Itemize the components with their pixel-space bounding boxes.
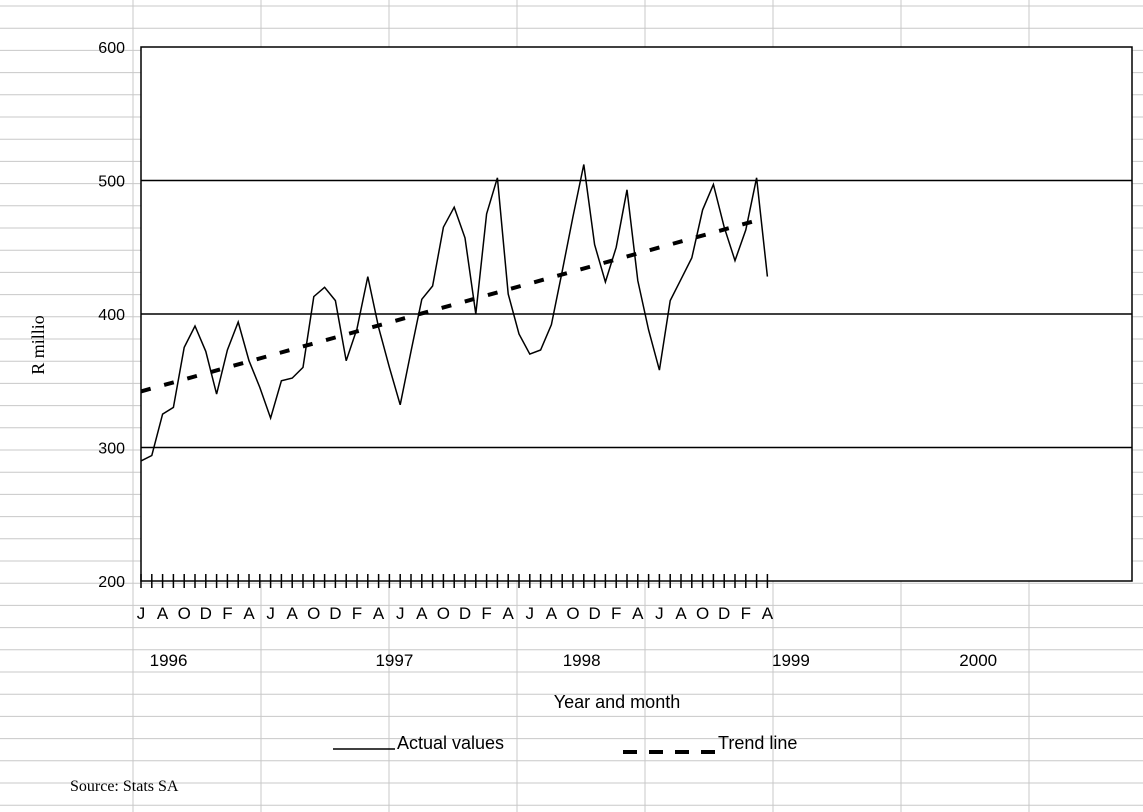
legend: Actual values Trend line [333, 733, 797, 754]
x-tick-label: O [696, 604, 709, 623]
x-tick-label: A [675, 604, 687, 623]
year-label: 1999 [772, 651, 810, 670]
y-tick-label: 500 [98, 174, 125, 191]
x-tick-label: J [526, 604, 535, 623]
year-label: 1996 [150, 651, 188, 670]
x-tick-label: O [307, 604, 320, 623]
x-tick-label: F [222, 604, 232, 623]
y-tick-label: 300 [98, 441, 125, 458]
source-note: Source: Stats SA [70, 778, 179, 795]
x-tick-label: O [566, 604, 579, 623]
y-axis-label: R millio [28, 315, 48, 375]
x-tick-label: A [416, 604, 428, 623]
year-label: 1998 [563, 651, 601, 670]
x-tick-label: J [655, 604, 664, 623]
y-tick-label: 600 [98, 40, 125, 57]
horizontal-gridlines [141, 179, 1132, 449]
trend-line-series [140, 218, 758, 394]
y-axis-tick-labels: 200 300 400 500 600 [98, 40, 125, 591]
x-tick-label: F [741, 604, 751, 623]
x-tick-label: J [137, 604, 146, 623]
x-tick-label: J [396, 604, 405, 623]
x-axis-label: Year and month [554, 692, 680, 712]
y-tick-label: 400 [98, 307, 125, 324]
x-tick-label: J [266, 604, 275, 623]
x-tick-label: A [287, 604, 299, 623]
x-tick-label: F [481, 604, 491, 623]
y-tick-label: 200 [98, 574, 125, 591]
x-tick-label: A [762, 604, 774, 623]
x-tick-label: A [243, 604, 255, 623]
x-tick-label: D [329, 604, 341, 623]
x-tick-label: F [352, 604, 362, 623]
x-tick-label: F [611, 604, 621, 623]
year-label: 1997 [375, 651, 413, 670]
x-axis-ticks [140, 574, 769, 588]
x-tick-label: D [718, 604, 730, 623]
x-tick-label: A [373, 604, 385, 623]
legend-label-actual: Actual values [397, 733, 504, 753]
x-tick-label: O [437, 604, 450, 623]
x-tick-label: A [503, 604, 515, 623]
x-tick-label: A [546, 604, 558, 623]
actual-values-series [140, 164, 769, 462]
year-label: 2000 [959, 651, 997, 670]
legend-label-trend: Trend line [718, 733, 797, 753]
x-tick-label: A [157, 604, 169, 623]
x-tick-label: D [459, 604, 471, 623]
x-tick-label: O [178, 604, 191, 623]
x-tick-label: D [200, 604, 212, 623]
x-tick-label: D [588, 604, 600, 623]
x-tick-label: A [632, 604, 644, 623]
x-axis-year-labels: 1996 1997 1998 1999 2000 [150, 651, 998, 670]
